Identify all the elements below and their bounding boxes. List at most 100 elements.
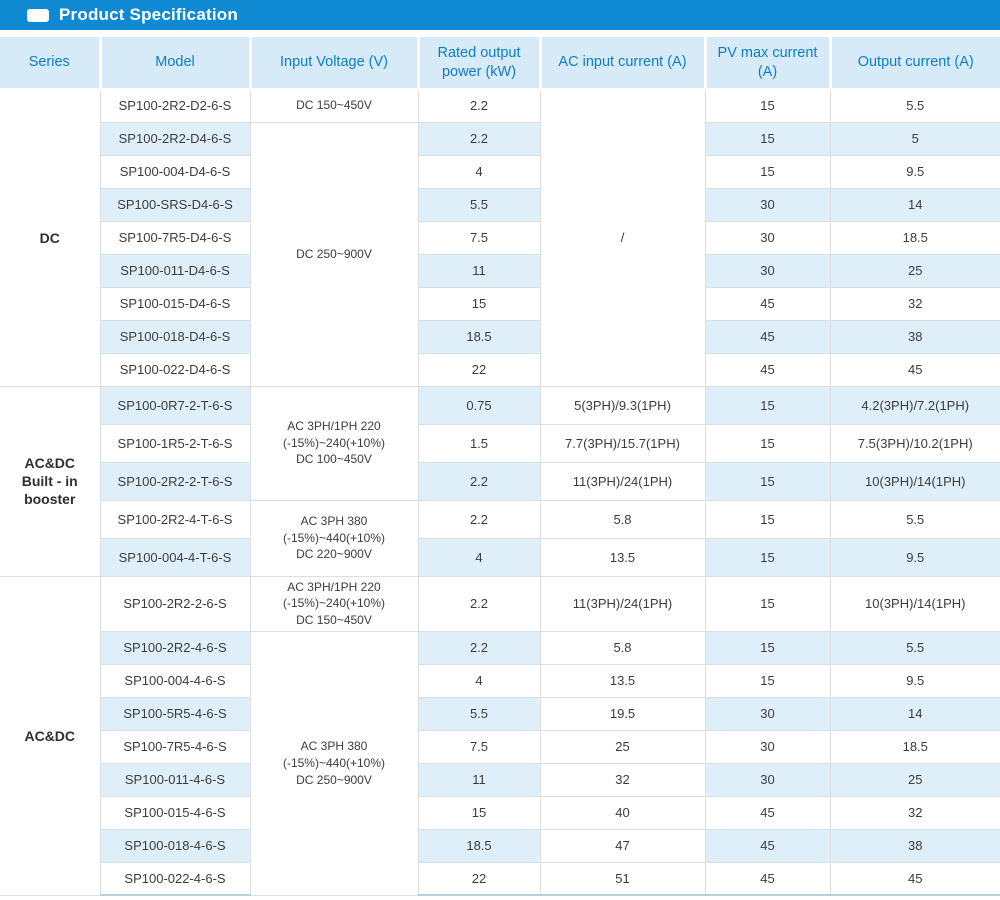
output-current-cell: 9.5	[829, 663, 1000, 698]
spec-row: SP100-022-D4-6-S 22 45 45	[0, 352, 1000, 387]
pv-current-cell: 15	[704, 461, 831, 501]
spec-row: SP100-011-4-6-S 11 32 30 25	[0, 762, 1000, 797]
output-current-cell: 38	[829, 319, 1000, 354]
pv-current-cell: 30	[704, 696, 831, 731]
pv-current-cell: 15	[704, 499, 831, 539]
ac-current-cell: 32	[539, 762, 706, 797]
model-cell: SP100-015-4-6-S	[100, 795, 251, 830]
power-cell: 22	[417, 352, 541, 387]
spec-row: AC&DC Built - in booster SP100-0R7-2-T-6-S A…	[0, 385, 1000, 577]
model-cell: SP100-015-D4-6-S	[100, 286, 251, 321]
spec-row: SP100-1R5-2-T-6-S 1.5 7.7(3PH)/15.7(1PH) 15…	[0, 423, 1000, 463]
model-cell: SP100-018-4-6-S	[100, 828, 251, 863]
output-current-cell: 25	[829, 762, 1000, 797]
ac-current-cell: 47	[539, 828, 706, 863]
pv-current-cell: 45	[704, 861, 831, 897]
pv-current-cell: 15	[704, 88, 831, 123]
output-current-cell: 14	[829, 696, 1000, 731]
spec-row: SP100-2R2-4-T-6-S AC 3PH 380 (-15%)~440(+1…	[0, 499, 1000, 577]
header-pv-max: PV max current (A)	[705, 37, 832, 90]
header-rated-power: Rated output power (kW)	[418, 37, 542, 90]
spec-row: SP100-015-4-6-S 15 40 45 32	[0, 795, 1000, 830]
spec-row: SP100-004-D4-6-S 4 15 9.5	[0, 154, 1000, 189]
power-cell: 2.2	[417, 630, 541, 665]
model-cell: SP100-011-D4-6-S	[100, 253, 251, 288]
model-cell: SP100-2R2-D2-6-S	[99, 88, 251, 123]
ac-current-cell: 5.8	[539, 630, 706, 665]
power-cell: 4	[417, 154, 541, 189]
power-cell: 0.75	[417, 385, 541, 425]
model-cell: SP100-7R5-4-6-S	[100, 729, 251, 764]
pv-current-cell: 30	[704, 729, 831, 764]
pv-current-cell: 15	[704, 663, 831, 698]
ac-current-cell: 40	[539, 795, 706, 830]
voltage-cell: DC 150~450V	[249, 88, 419, 123]
pv-current-cell: 15	[704, 423, 831, 463]
output-current-cell: 5.5	[829, 630, 1000, 665]
model-cell: SP100-2R2-2-T-6-S	[100, 461, 251, 501]
ac-current-cell: 11(3PH)/24(1PH)	[539, 461, 706, 501]
spec-row: SP100-7R5-4-6-S 7.5 25 30 18.5	[0, 729, 1000, 764]
power-cell: 2.2	[417, 121, 541, 156]
ac-current-cell: 13.5	[539, 663, 706, 698]
power-cell: 1.5	[417, 423, 541, 463]
power-cell: 15	[417, 795, 541, 830]
pv-current-cell: 15	[704, 385, 831, 425]
spec-row: SP100-022-4-6-S 22 51 45 45	[0, 861, 1000, 897]
power-cell: 5.5	[417, 696, 541, 731]
output-current-cell: 18.5	[829, 729, 1000, 764]
model-cell: SP100-011-4-6-S	[100, 762, 251, 797]
model-cell: SP100-022-D4-6-S	[100, 352, 251, 387]
pv-current-cell: 15	[704, 630, 831, 665]
voltage-cell: AC 3PH/1PH 220 (-15%)~240(+10%) DC 150~450…	[249, 575, 419, 632]
voltage-cell: AC 3PH/1PH 220 (-15%)~240(+10%) DC 100~450…	[249, 385, 419, 501]
power-cell: 15	[417, 286, 541, 321]
header-model: Model	[100, 37, 252, 90]
output-current-cell: 32	[829, 795, 1000, 830]
voltage-cell: AC 3PH 380 (-15%)~440(+10%) DC 220~900V	[249, 499, 419, 577]
model-cell: SP100-2R2-2-6-S	[99, 575, 251, 632]
model-cell: SP100-004-4-6-S	[100, 663, 251, 698]
model-cell: SP100-1R5-2-T-6-S	[100, 423, 251, 463]
model-cell: SP100-7R5-D4-6-S	[100, 220, 251, 255]
series-cell: AC&DC	[0, 575, 101, 896]
model-cell: SP100-2R2-4-6-S	[100, 630, 251, 665]
pv-current-cell: 45	[704, 828, 831, 863]
output-current-cell: 4.2(3PH)/7.2(1PH)	[829, 385, 1000, 425]
ac-current-cell: 11(3PH)/24(1PH)	[539, 575, 706, 632]
spec-row: SP100-004-4-T-6-S 4 13.5 15 9.5	[0, 537, 1000, 577]
output-current-cell: 14	[829, 187, 1000, 222]
spec-row: AC&DC SP100-2R2-2-6-S AC 3PH/1PH 220 (-15%)…	[0, 575, 1000, 896]
pv-current-cell: 15	[704, 121, 831, 156]
power-cell: 2.2	[417, 461, 541, 501]
pv-current-cell: 30	[704, 220, 831, 255]
page-title: Product Specification	[59, 5, 238, 24]
spec-row: SP100-2R2-4-6-S AC 3PH 380 (-15%)~440(+10%…	[0, 630, 1000, 896]
power-cell: 18.5	[417, 319, 541, 354]
spec-row: SP100-5R5-4-6-S 5.5 19.5 30 14	[0, 696, 1000, 731]
model-cell: SP100-022-4-6-S	[100, 861, 251, 897]
power-cell: 4	[417, 663, 541, 698]
spec-row: SP100-018-D4-6-S 18.5 45 38	[0, 319, 1000, 354]
ac-current-cell: 19.5	[539, 696, 706, 731]
pv-current-cell: 30	[704, 187, 831, 222]
pv-current-cell: 15	[704, 575, 831, 632]
power-cell: 2.2	[417, 499, 541, 539]
pv-current-cell: 15	[704, 154, 831, 189]
pv-current-cell: 30	[704, 762, 831, 797]
ac-current-cell: 7.7(3PH)/15.7(1PH)	[539, 423, 706, 463]
ac-current-cell: /	[539, 88, 706, 387]
spec-row: SP100-2R2-2-T-6-S 2.2 11(3PH)/24(1PH) 15 10(…	[0, 461, 1000, 501]
output-current-cell: 18.5	[829, 220, 1000, 255]
title-square-icon	[27, 8, 49, 22]
output-current-cell: 7.5(3PH)/10.2(1PH)	[829, 423, 1000, 463]
output-current-cell: 45	[829, 352, 1000, 387]
model-cell: SP100-004-D4-6-S	[100, 154, 251, 189]
power-cell: 11	[417, 762, 541, 797]
power-cell: 5.5	[417, 187, 541, 222]
power-cell: 2.2	[417, 575, 541, 632]
output-current-cell: 32	[829, 286, 1000, 321]
product-spec-table: Series Model Input Voltage (V) Rated out…	[0, 37, 1000, 897]
table-header-row: Series Model Input Voltage (V) Rated out…	[0, 37, 1000, 90]
output-current-cell: 5.5	[829, 88, 1000, 123]
